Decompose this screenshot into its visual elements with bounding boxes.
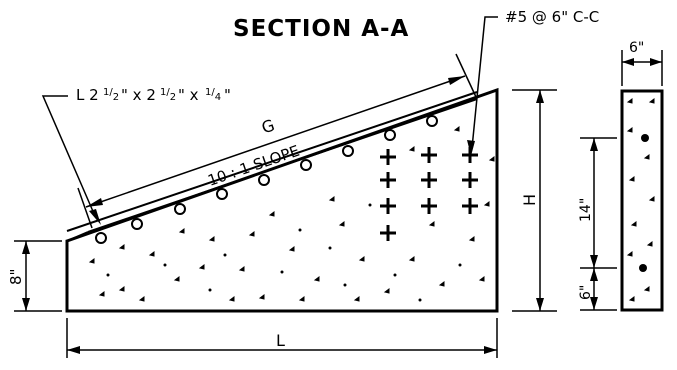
angle-note: L 2	[76, 86, 99, 104]
main-section	[65, 87, 499, 313]
angle-mid: " x 2	[121, 86, 156, 104]
g-dim-line	[85, 75, 466, 208]
g-label: G	[259, 115, 277, 137]
l-label: L	[276, 331, 285, 350]
g-ext-left	[77, 187, 93, 229]
h-label: H	[520, 194, 539, 206]
dimension-g: G	[77, 53, 477, 229]
side-width-label: 6"	[629, 40, 644, 56]
side-upper-label: 14"	[578, 198, 594, 222]
side-view	[620, 89, 664, 312]
g-ext-right	[455, 53, 477, 98]
side-lower-label: 6"	[578, 285, 594, 300]
concrete-outline	[65, 87, 499, 313]
side-bar-lower	[639, 264, 647, 272]
rebar-leader: #5 @ 6" C-C	[467, 8, 599, 156]
left-height-label: 8"	[7, 269, 25, 285]
dimension-8in: 8"	[7, 240, 62, 312]
rebar-note: #5 @ 6" C-C	[505, 8, 599, 26]
angle-mid2: " x	[178, 86, 199, 104]
angle-embed-line	[66, 91, 478, 232]
side-bar-upper	[641, 134, 649, 142]
angle-leader-arrow	[89, 209, 101, 225]
rebar-leader-line	[471, 16, 498, 149]
dimension-h: H	[512, 89, 557, 312]
angle-leg-left	[66, 231, 89, 242]
side-outline	[620, 89, 664, 312]
angle-frac-2: 1/2	[160, 87, 176, 103]
angle-top-edge	[87, 98, 478, 233]
angle-end: "	[224, 86, 231, 104]
dimension-side-heights: 14" 6"	[578, 137, 617, 311]
angle-frac-3: 1/4	[205, 87, 221, 103]
angle-frac-1: 1/2	[103, 87, 119, 103]
anchor-circles	[95, 115, 438, 244]
angle-leader: L 2 1/2 " x 2 1/2 " x 1/4 "	[41, 86, 231, 225]
dimension-side-width: 6"	[621, 40, 663, 86]
g-arrow-right	[448, 76, 465, 85]
rebar-crosses	[380, 147, 478, 241]
section-title: SECTION A-A	[233, 16, 409, 42]
angle-leader-line	[41, 95, 96, 217]
concrete-stipple	[88, 126, 495, 302]
dimension-l: L	[66, 318, 498, 358]
